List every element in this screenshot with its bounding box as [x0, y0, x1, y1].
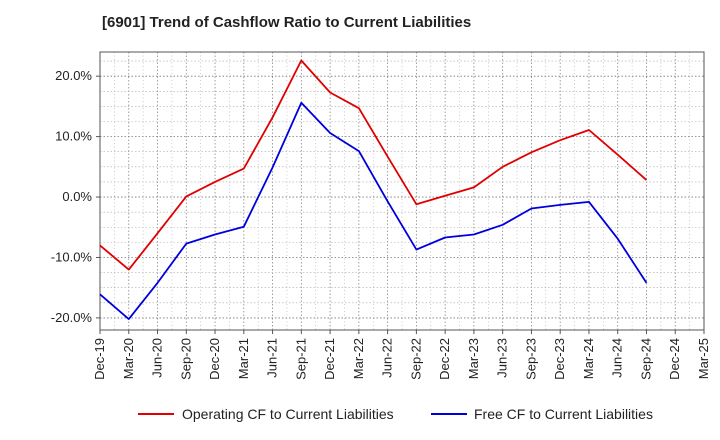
x-tick-label: Sep-23	[523, 338, 538, 380]
x-tick-label: Mar-24	[581, 338, 596, 379]
y-tick-label: 10.0%	[55, 129, 92, 144]
x-tick-label: Mar-23	[466, 338, 481, 379]
x-tick-label: Dec-20	[207, 338, 222, 380]
x-tick-label: Dec-19	[92, 338, 107, 380]
x-tick-label: Sep-22	[408, 338, 423, 380]
x-tick-label: Jun-21	[265, 338, 280, 378]
x-tick-label: Jun-22	[380, 338, 395, 378]
y-tick-label: 20.0%	[55, 68, 92, 83]
x-tick-label: Jun-20	[150, 338, 165, 378]
x-tick-label: Sep-24	[638, 338, 653, 380]
y-tick-label: 0.0%	[62, 189, 92, 204]
x-tick-label: Mar-20	[121, 338, 136, 379]
x-tick-label: Jun-23	[495, 338, 510, 378]
plot-area	[100, 52, 704, 330]
x-tick-label: Jun-24	[610, 338, 625, 378]
series-line-2	[99, 101, 648, 320]
plot-border	[99, 51, 705, 331]
series-line-1	[99, 59, 648, 271]
legend-label-1: Operating CF to Current Liabilities	[182, 406, 394, 422]
x-tick-label: Mar-22	[351, 338, 366, 379]
chart-title: [6901] Trend of Cashflow Ratio to Curren…	[102, 14, 472, 31]
x-tick-label: Mar-21	[236, 338, 251, 379]
x-tick-label: Sep-20	[178, 338, 193, 380]
y-tick-label: -10.0%	[51, 249, 93, 264]
x-tick-label: Dec-24	[667, 338, 682, 380]
x-tick-label: Dec-22	[437, 338, 452, 380]
x-tick-label: Mar-25	[696, 338, 711, 379]
x-tick-label: Dec-23	[552, 338, 567, 380]
y-tick-label: -20.0%	[51, 310, 93, 325]
legend-label-2: Free CF to Current Liabilities	[474, 406, 653, 422]
x-tick-label: Dec-21	[322, 338, 337, 380]
x-tick-label: Sep-21	[293, 338, 308, 380]
